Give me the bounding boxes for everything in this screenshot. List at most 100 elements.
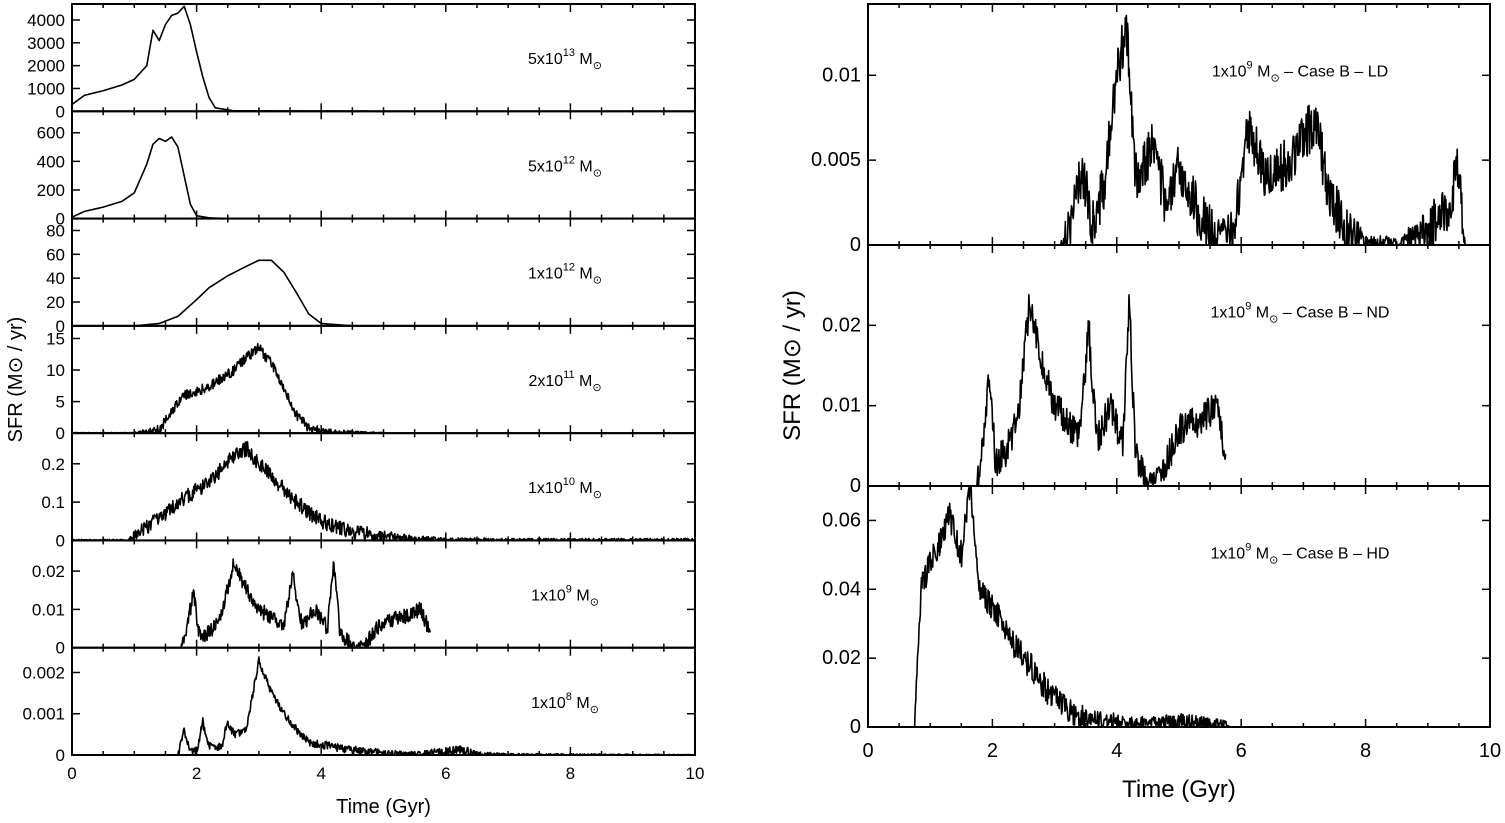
x-tick-label: 10 <box>1479 740 1501 762</box>
panel-mass-label: 5x1012 M⊙ <box>528 154 602 179</box>
panel-frame <box>71 432 696 542</box>
panel-frame <box>71 110 696 220</box>
y-tick-label: 0.01 <box>822 395 861 417</box>
label-unit: M <box>1251 304 1269 321</box>
x-tick-label: 2 <box>987 740 998 762</box>
panel-6: 0 0.01 0.02 1x109 M⊙ <box>32 539 696 658</box>
panel-frame <box>71 646 696 757</box>
label-coeff: 1x10 <box>531 588 566 605</box>
y-tick-label: 60 <box>46 245 65 264</box>
panel-frame <box>71 217 696 327</box>
y-tick-label: 1000 <box>27 79 65 98</box>
panel-mass-label: 1x1012 M⊙ <box>528 262 602 287</box>
label-coeff: 1x10 <box>1212 63 1247 80</box>
y-tick-label: 2000 <box>27 57 65 76</box>
y-tick-label: 5 <box>56 393 65 412</box>
panel-mass-label: 1x1010 M⊙ <box>528 476 602 501</box>
panel-3: 0 20 40 60 80 1x1012 M⊙ <box>46 217 696 336</box>
y-tick-label: 0 <box>850 475 861 497</box>
x-tick-label: 8 <box>566 764 575 783</box>
y-tick-label: 0.06 <box>822 509 861 531</box>
label-unit: M <box>572 588 590 605</box>
label-unit: M <box>575 158 593 175</box>
x-axis-label: Time (Gyr) <box>336 796 431 818</box>
label-unit: M <box>575 266 593 283</box>
y-tick-label: 0.02 <box>822 314 861 336</box>
label-unit: M <box>575 480 593 497</box>
y-tick-label: 0 <box>56 424 65 443</box>
y-tick-label: 0 <box>56 746 65 765</box>
panel-frame <box>867 244 1491 487</box>
panel-1: 0 1000 2000 3000 4000 5x1013 M⊙ <box>27 3 696 121</box>
y-tick-label: 0 <box>850 234 861 256</box>
x-tick-label: 10 <box>686 764 705 783</box>
panel-mass-label: 1x108 M⊙ <box>531 691 599 716</box>
y-tick-label: 0 <box>850 716 861 738</box>
right-chart: 0 0.005 0.01 1x109 M⊙ – Case B – LD 0 0.01 0.0… <box>779 3 1501 803</box>
label-coeff: 1x10 <box>528 480 563 497</box>
y-tick-label: 10 <box>46 361 65 380</box>
label-coeff: 1x10 <box>531 695 566 712</box>
sfr-series-line <box>71 136 260 220</box>
y-tick-label: 0.005 <box>811 149 861 171</box>
label-case: – Case B – ND <box>1278 304 1389 321</box>
y-tick-label: 4000 <box>27 11 65 30</box>
label-solar-symbol: ⊙ <box>1270 72 1279 84</box>
panel-mass-label: 1x109 M⊙ <box>531 584 599 609</box>
panel-mass-label: 5x1013 M⊙ <box>528 47 602 72</box>
label-solar-symbol: ⊙ <box>590 597 599 609</box>
y-tick-label: 0.002 <box>22 663 65 682</box>
y-tick-label: 0 <box>56 531 65 550</box>
panel-frame <box>867 485 1491 728</box>
sfr-series-line <box>177 656 696 756</box>
label-unit: M <box>1253 63 1271 80</box>
label-solar-symbol: ⊙ <box>593 60 602 72</box>
sfr-series-line <box>71 342 384 434</box>
y-tick-label: 600 <box>37 124 65 143</box>
panel-7: 0 0.001 0.002 1x108 M⊙ <box>22 646 696 765</box>
label-exponent: 9 <box>566 584 572 596</box>
y-tick-label: 0.04 <box>822 578 861 600</box>
label-exponent: 10 <box>563 476 575 488</box>
y-tick-label: 0.01 <box>822 64 861 86</box>
label-coeff: 1x10 <box>528 266 563 283</box>
panel-frame <box>71 539 696 649</box>
label-unit: M <box>575 51 593 68</box>
label-exponent: 11 <box>563 369 574 381</box>
y-tick-label: 200 <box>37 181 65 200</box>
label-coeff: 5x10 <box>528 158 563 175</box>
panel-2: 0 200 400 600 5x1012 M⊙ <box>37 110 696 229</box>
y-tick-label: 0.2 <box>41 455 65 474</box>
panel-3: 0 0.02 0.04 0.06 1x109 M⊙ – Case B – HD <box>822 485 1491 738</box>
panel-frame <box>71 3 696 113</box>
panel-mass-label: 1x109 M⊙ – Case B – LD <box>1212 59 1388 84</box>
y-tick-label: 0.1 <box>41 493 65 512</box>
x-axis-label: Time (Gyr) <box>1122 776 1236 803</box>
label-solar-symbol: ⊙ <box>593 275 602 287</box>
x-tick-label: 4 <box>316 764 325 783</box>
y-axis-label: SFR (M⊙ / yr) <box>779 290 806 441</box>
panel-4: 0 5 10 15 2x1011 M⊙ <box>46 324 696 443</box>
y-tick-label: 0 <box>56 639 65 658</box>
label-solar-symbol: ⊙ <box>593 167 602 179</box>
label-solar-symbol: ⊙ <box>592 382 601 394</box>
panel-frame <box>867 3 1491 246</box>
label-coeff: 5x10 <box>528 51 563 68</box>
label-exponent: 9 <box>1245 541 1251 553</box>
y-tick-label: 40 <box>46 269 65 288</box>
y-axis-label: SFR (M⊙ / yr) <box>5 317 27 443</box>
label-solar-symbol: ⊙ <box>593 489 602 501</box>
y-tick-label: 80 <box>46 221 65 240</box>
y-tick-label: 0.02 <box>822 647 861 669</box>
label-case: – Case B – HD <box>1278 545 1389 562</box>
y-tick-label: 0 <box>56 210 65 229</box>
y-tick-label: 0.01 <box>32 600 65 619</box>
x-tick-label: 6 <box>441 764 450 783</box>
panel-1: 0 0.005 0.01 1x109 M⊙ – Case B – LD <box>811 3 1491 256</box>
label-coeff: 1x10 <box>1211 545 1246 562</box>
label-solar-symbol: ⊙ <box>1269 313 1278 325</box>
y-tick-label: 20 <box>46 293 65 312</box>
panel-mass-label: 2x1011 M⊙ <box>528 369 601 394</box>
